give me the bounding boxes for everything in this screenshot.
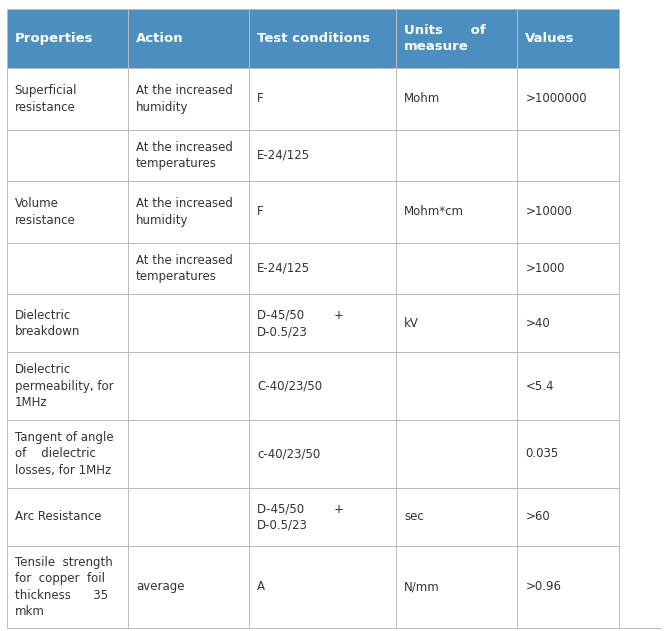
Bar xyxy=(249,546,396,628)
Text: >0.96: >0.96 xyxy=(525,581,561,593)
Bar xyxy=(7,243,128,294)
Bar xyxy=(7,294,128,353)
Bar xyxy=(396,181,517,243)
Text: >60: >60 xyxy=(525,510,550,523)
Text: Action: Action xyxy=(136,32,184,45)
Bar xyxy=(517,181,619,243)
Text: Dielectric
permeability, for
1MHz: Dielectric permeability, for 1MHz xyxy=(15,363,114,410)
Text: F: F xyxy=(257,206,264,218)
Text: At the increased
humidity: At the increased humidity xyxy=(136,84,232,114)
Bar xyxy=(517,130,619,181)
Text: >1000000: >1000000 xyxy=(525,92,587,105)
Text: N/mm: N/mm xyxy=(404,581,440,593)
Bar xyxy=(7,546,128,628)
Bar xyxy=(128,294,249,353)
Bar xyxy=(517,488,619,546)
Bar xyxy=(7,9,128,68)
Text: c-40/23/50: c-40/23/50 xyxy=(257,447,320,461)
Bar xyxy=(517,68,619,130)
Bar xyxy=(249,420,396,488)
Text: At the increased
temperatures: At the increased temperatures xyxy=(136,254,232,283)
Text: Mohm: Mohm xyxy=(404,92,440,105)
Text: Superficial
resistance: Superficial resistance xyxy=(15,84,77,114)
Text: D-45/50        +
D-0.5/23: D-45/50 + D-0.5/23 xyxy=(257,502,344,531)
Bar xyxy=(7,488,128,546)
Bar xyxy=(396,488,517,546)
Text: Tangent of angle
of    dielectric
losses, for 1MHz: Tangent of angle of dielectric losses, f… xyxy=(15,431,114,477)
Bar xyxy=(128,546,249,628)
Bar xyxy=(128,9,249,68)
Bar xyxy=(517,243,619,294)
Bar xyxy=(396,420,517,488)
Text: Tensile  strength
for  copper  foil
thickness      35
mkm: Tensile strength for copper foil thickne… xyxy=(15,556,112,618)
Text: 0.035: 0.035 xyxy=(525,447,558,461)
Bar xyxy=(396,243,517,294)
Bar xyxy=(128,353,249,420)
Bar xyxy=(517,294,619,353)
Bar xyxy=(396,353,517,420)
Bar xyxy=(249,488,396,546)
Bar xyxy=(249,294,396,353)
Text: Mohm*cm: Mohm*cm xyxy=(404,206,464,218)
Bar xyxy=(396,294,517,353)
Text: E-24/125: E-24/125 xyxy=(257,262,310,275)
Bar xyxy=(249,130,396,181)
Bar xyxy=(517,546,619,628)
Text: A: A xyxy=(257,581,265,593)
Text: Properties: Properties xyxy=(15,32,94,45)
Bar xyxy=(249,243,396,294)
Bar xyxy=(128,181,249,243)
Bar xyxy=(7,68,128,130)
Text: At the increased
temperatures: At the increased temperatures xyxy=(136,141,232,170)
Text: Test conditions: Test conditions xyxy=(257,32,370,45)
Text: Volume
resistance: Volume resistance xyxy=(15,197,75,227)
Text: <5.4: <5.4 xyxy=(525,380,554,392)
Text: E-24/125: E-24/125 xyxy=(257,149,310,162)
Text: C-40/23/50: C-40/23/50 xyxy=(257,380,322,392)
Bar xyxy=(128,68,249,130)
Text: Units      of
measure: Units of measure xyxy=(404,24,486,53)
Text: At the increased
humidity: At the increased humidity xyxy=(136,197,232,227)
Text: Arc Resistance: Arc Resistance xyxy=(15,510,101,523)
Bar xyxy=(517,353,619,420)
Bar xyxy=(7,420,128,488)
Text: D-45/50        +
D-0.5/23: D-45/50 + D-0.5/23 xyxy=(257,309,344,338)
Text: >10000: >10000 xyxy=(525,206,572,218)
Bar xyxy=(396,130,517,181)
Bar xyxy=(249,181,396,243)
Text: Dielectric
breakdown: Dielectric breakdown xyxy=(15,309,80,338)
Bar xyxy=(128,130,249,181)
Bar xyxy=(128,420,249,488)
Bar xyxy=(249,353,396,420)
Text: Values: Values xyxy=(525,32,575,45)
Text: sec: sec xyxy=(404,510,424,523)
Bar xyxy=(128,488,249,546)
Bar xyxy=(249,9,396,68)
Text: >1000: >1000 xyxy=(525,262,565,275)
Text: F: F xyxy=(257,92,264,105)
Bar xyxy=(7,181,128,243)
Bar xyxy=(517,420,619,488)
Bar xyxy=(396,9,517,68)
Bar xyxy=(396,68,517,130)
Bar xyxy=(7,353,128,420)
Bar xyxy=(128,243,249,294)
Bar xyxy=(249,68,396,130)
Text: kV: kV xyxy=(404,317,419,330)
Text: average: average xyxy=(136,581,184,593)
Bar xyxy=(7,130,128,181)
Text: >40: >40 xyxy=(525,317,550,330)
Bar xyxy=(517,9,619,68)
Bar xyxy=(396,546,517,628)
